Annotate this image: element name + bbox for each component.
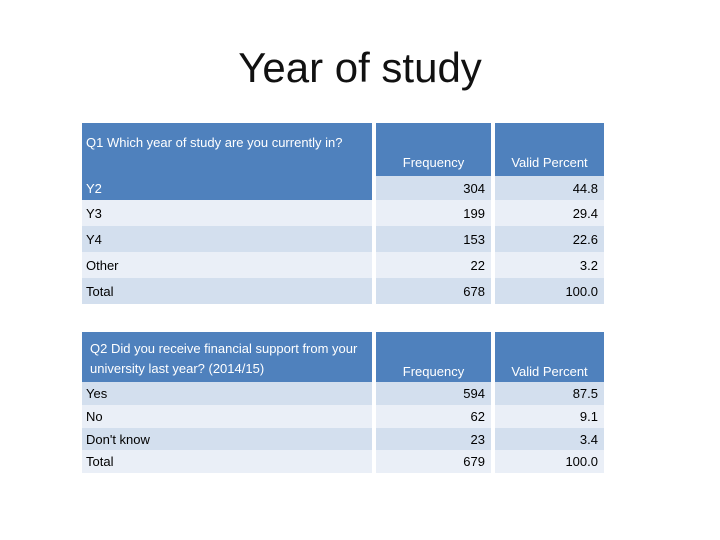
frequency-value: 23 — [470, 431, 485, 447]
percent-value: 100.0 — [565, 454, 598, 469]
table-row: Yes 594 87.5 — [82, 382, 604, 405]
row-label: Other — [86, 257, 119, 273]
financial-support-table: Q2 Did you receive financial support fro… — [82, 332, 604, 473]
table-row: Y4 153 22.6 — [82, 226, 604, 252]
row-label: Yes — [86, 386, 108, 401]
frequency-column-header: Frequency — [402, 364, 465, 379]
percent-value: 87.5 — [572, 386, 598, 401]
percent-value: 44.8 — [572, 180, 598, 196]
valid-percent-column-header: Valid Percent — [511, 364, 588, 379]
percent-value: 100.0 — [565, 283, 598, 299]
percent-value: 22.6 — [572, 231, 598, 247]
row-label: Don't know — [86, 431, 150, 447]
table-header-row: Q2 Did you receive financial support fro… — [82, 332, 604, 382]
question-label: Q2 Did you receive financial support fro… — [90, 341, 358, 376]
year-of-study-table: Q1 Which year of study are you currently… — [82, 123, 604, 304]
frequency-value: 679 — [463, 454, 485, 469]
frequency-value: 62 — [470, 409, 485, 424]
table-row-total: Total 678 100.0 — [82, 278, 604, 304]
table-row-total: Total 679 100.0 — [82, 450, 604, 473]
row-label: Y2 — [86, 180, 102, 196]
row-label: No — [86, 409, 103, 424]
frequency-value: 153 — [463, 231, 485, 247]
frequency-value: 594 — [463, 386, 485, 401]
table-row: No 62 9.1 — [82, 405, 604, 428]
table-row: Y2 304 44.8 — [82, 176, 604, 200]
percent-value: 3.2 — [579, 257, 598, 273]
row-label: Total — [86, 454, 114, 469]
frequency-value: 304 — [463, 180, 485, 196]
percent-value: 9.1 — [579, 409, 598, 424]
valid-percent-column-header: Valid Percent — [511, 155, 588, 170]
table-header-row: Q1 Which year of study are you currently… — [82, 123, 604, 176]
frequency-value: 678 — [463, 283, 485, 299]
table-row: Other 22 3.2 — [82, 252, 604, 278]
row-label: Y4 — [86, 231, 102, 247]
frequency-value: 199 — [463, 205, 485, 221]
table-row: Don't know 23 3.4 — [82, 428, 604, 450]
row-label: Total — [86, 283, 114, 299]
frequency-value: 22 — [470, 257, 485, 273]
percent-value: 29.4 — [572, 205, 598, 221]
question-label: Q1 Which year of study are you currently… — [86, 135, 343, 150]
table-row: Y3 199 29.4 — [82, 200, 604, 226]
row-label: Y3 — [86, 205, 102, 221]
slide-title: Year of study — [238, 44, 482, 91]
percent-value: 3.4 — [579, 431, 598, 447]
frequency-column-header: Frequency — [402, 155, 465, 170]
